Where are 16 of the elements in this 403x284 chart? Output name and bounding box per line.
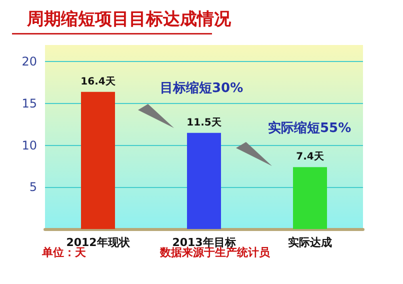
y-tick-label: 5: [29, 180, 37, 194]
y-tick-label: 15: [22, 96, 37, 111]
bar: [293, 167, 327, 229]
text: 单位：天: [41, 246, 87, 259]
data-label: 16.4天: [80, 75, 116, 88]
bar: [81, 92, 115, 229]
x-tick-label: 实际达成: [288, 236, 332, 249]
data-label: 11.5天: [186, 116, 222, 128]
y-tick-label: 10: [22, 138, 37, 152]
y-tick-label: 20: [22, 54, 37, 69]
text: 数据来源于生产统计员: [159, 246, 271, 259]
data-label: 7.4天: [296, 150, 325, 163]
bar: [187, 132, 221, 229]
annotation: 目标缩短30%: [160, 80, 244, 96]
annotation: 实际缩短55%: [268, 120, 352, 136]
chart-title: 周期缩短项目目标达成情况: [26, 10, 232, 30]
